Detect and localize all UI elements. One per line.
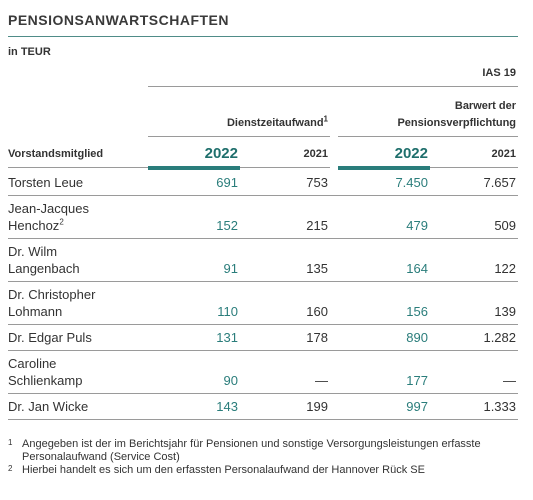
footnote-mark: 2 — [59, 217, 64, 227]
cell: 178 — [240, 324, 330, 351]
name-line: Dr. Edgar Puls — [8, 329, 92, 345]
row-header: Vorstandsmitglied — [8, 136, 148, 168]
name-line: Langenbach — [8, 260, 80, 276]
header-row: Dienstzeitaufwand1 Barwert der Pensionsve… — [8, 86, 519, 137]
member-name: Dr. Christopher Lohmann — [8, 281, 148, 325]
spacer — [330, 195, 338, 239]
footnotes: 1 Angegeben ist der im Berichtsjahr für P… — [8, 438, 523, 477]
table-body: IAS 19 Dienstzeitaufwand1 Barwert der Pen… — [8, 60, 519, 420]
name-line: Jean-Jacques — [8, 200, 89, 216]
cell: 691 — [148, 167, 240, 196]
cell: 152 — [148, 195, 240, 239]
cell: 1.333 — [430, 393, 519, 420]
member-name: Dr. Jan Wicke — [8, 393, 148, 420]
row: Dr. Wilm Langenbach 91 135 164 122 — [8, 238, 519, 282]
cell: 215 — [240, 195, 330, 239]
cell: 164 — [338, 238, 430, 282]
header-row: Vorstandsmitglied 2022 2021 2022 2021 — [8, 136, 519, 170]
cell: 199 — [240, 393, 330, 420]
footnote-mark: 1 — [8, 438, 13, 447]
name-line: Torsten Leue — [8, 174, 84, 190]
member-name: Caroline Schlienkamp — [8, 350, 148, 394]
member-name: Dr. Wilm Langenbach — [8, 238, 148, 282]
footnote-mark: 1 — [323, 113, 328, 123]
footnote: 2 Hierbei handelt es sich um den erfasste… — [8, 464, 523, 477]
column-header: Dienstzeitaufwand1 — [148, 86, 330, 137]
spacer — [330, 238, 338, 282]
footnote-text: Hierbei handelt es sich um den erfassten… — [22, 464, 425, 476]
year: 2021 — [430, 136, 519, 168]
cell: 122 — [430, 238, 519, 282]
table: IAS 19 Dienstzeitaufwand1 Barwert der Pen… — [8, 60, 519, 420]
header-text: Barwert der — [454, 99, 517, 112]
group-header: IAS 19 — [148, 60, 519, 87]
cell: 90 — [148, 350, 240, 394]
cell: 91 — [148, 238, 240, 282]
header-text: Pensionsverpflichtung — [397, 116, 517, 129]
cell: 7.450 — [338, 167, 430, 196]
cell: 7.657 — [430, 167, 519, 196]
cell: 135 — [240, 238, 330, 282]
row: Jean-Jacques Henchoz2 152 215 479 509 — [8, 195, 519, 239]
row: Torsten Leue 691 753 7.450 7.657 — [8, 167, 519, 196]
cell: 890 — [338, 324, 430, 351]
year: 2021 — [240, 136, 330, 168]
spacer — [330, 281, 338, 325]
spacer — [330, 393, 338, 420]
year: 2022 — [338, 136, 430, 170]
cell: 139 — [430, 281, 519, 325]
cell: — — [240, 350, 330, 394]
cell: 753 — [240, 167, 330, 196]
footnote: 1 Angegeben ist der im Berichtsjahr für P… — [8, 438, 523, 464]
spacer — [330, 167, 338, 196]
header-text: Dienstzeitaufwand — [226, 116, 324, 129]
row: Dr. Edgar Puls 131 178 890 1.282 — [8, 324, 519, 351]
name-line: Henchoz2 — [8, 217, 64, 233]
name-line: Caroline — [8, 355, 57, 371]
member-name: Dr. Edgar Puls — [8, 324, 148, 351]
footnote-text: Angegeben ist der im Berichtsjahr für Pe… — [22, 438, 481, 463]
cell: — — [430, 350, 519, 394]
row: Dr. Jan Wicke 143 199 997 1.333 — [8, 393, 519, 420]
cell: 479 — [338, 195, 430, 239]
row: Caroline Schlienkamp 90—177— — [8, 350, 519, 394]
cell: 131 — [148, 324, 240, 351]
name-line: Dr. Wilm — [8, 243, 58, 259]
cell: 1.282 — [430, 324, 519, 351]
year: 2022 — [148, 136, 240, 170]
unit: in TEUR — [8, 46, 51, 58]
member-name: Torsten Leue — [8, 167, 148, 196]
cell: 160 — [240, 281, 330, 325]
cell: 177 — [338, 350, 430, 394]
cell: 143 — [148, 393, 240, 420]
cell: 110 — [148, 281, 240, 325]
header-row: IAS 19 — [8, 60, 519, 87]
cell: 997 — [338, 393, 430, 420]
title: PENSIONSANWARTSCHAFTEN — [8, 12, 518, 37]
name-line: Lohmann — [8, 303, 63, 319]
spacer — [330, 324, 338, 351]
name-line: Dr. Jan Wicke — [8, 398, 89, 414]
spacer — [330, 350, 338, 394]
footnote-mark: 2 — [8, 464, 13, 473]
column-header: Barwert der Pensionsverpflichtung — [338, 86, 519, 137]
name-line: Schlienkamp — [8, 372, 83, 388]
cell: 156 — [338, 281, 430, 325]
cell: 509 — [430, 195, 519, 239]
name-line: Dr. Christopher — [8, 286, 96, 302]
row: Dr. Christopher Lohmann 110 160 156 139 — [8, 281, 519, 325]
member-name: Jean-Jacques Henchoz2 — [8, 195, 148, 239]
